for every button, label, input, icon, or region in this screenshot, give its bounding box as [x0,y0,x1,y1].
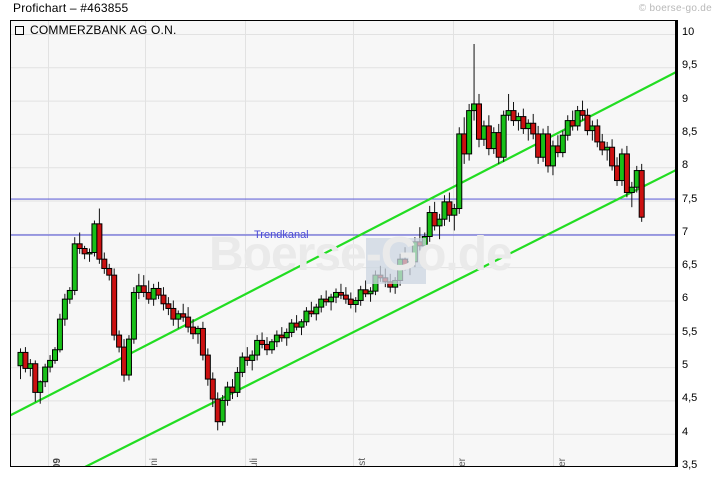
y-axis-label: 5 [682,359,689,372]
x-axis-label: August [357,458,368,466]
chart-annotation: Trendkanal [254,229,309,241]
y-axis-label: 4,5 [682,392,698,405]
y-axis-line [676,20,678,467]
y-axis-label: 7,5 [682,192,698,205]
y-axis-label: 4 [682,425,689,438]
y-axis-label: 8 [682,159,689,172]
grid-layer [11,21,675,466]
series-legend[interactable]: COMMERZBANK AG O.N. [15,23,176,37]
y-axis-label: 8,5 [682,125,698,138]
y-axis-label: 10 [682,26,695,38]
y-axis-label: 6,5 [682,259,698,272]
checkbox-icon[interactable] [15,25,24,35]
x-axis-label: Juli [249,458,260,467]
y-axis-label: 9,5 [682,59,698,72]
x-axis-label: Mai 09 [52,458,63,466]
x-axis-label: Oktober [557,458,568,466]
y-axis-label: 5,5 [682,325,698,338]
y-axis-label: 9 [682,92,689,105]
x-axis-label: September [457,458,468,466]
copyright-watermark: © boerse-go.de [638,3,712,14]
watermark-text: Boerse-Go.de [209,228,513,281]
y-axis-label: 6 [682,292,689,305]
series-legend-label: COMMERZBANK AG O.N. [30,23,177,37]
page-title: Profichart – #463855 [13,1,129,15]
x-axis-label: Juni [149,458,160,466]
y-axis-label: 7 [682,225,689,238]
chart-plot-area[interactable]: Boerse-Go.de COMMERZBANK AG O.N. Trendka… [10,20,676,467]
watermark-logo-box [366,238,426,284]
y-axis-label: 3,5 [682,459,698,471]
